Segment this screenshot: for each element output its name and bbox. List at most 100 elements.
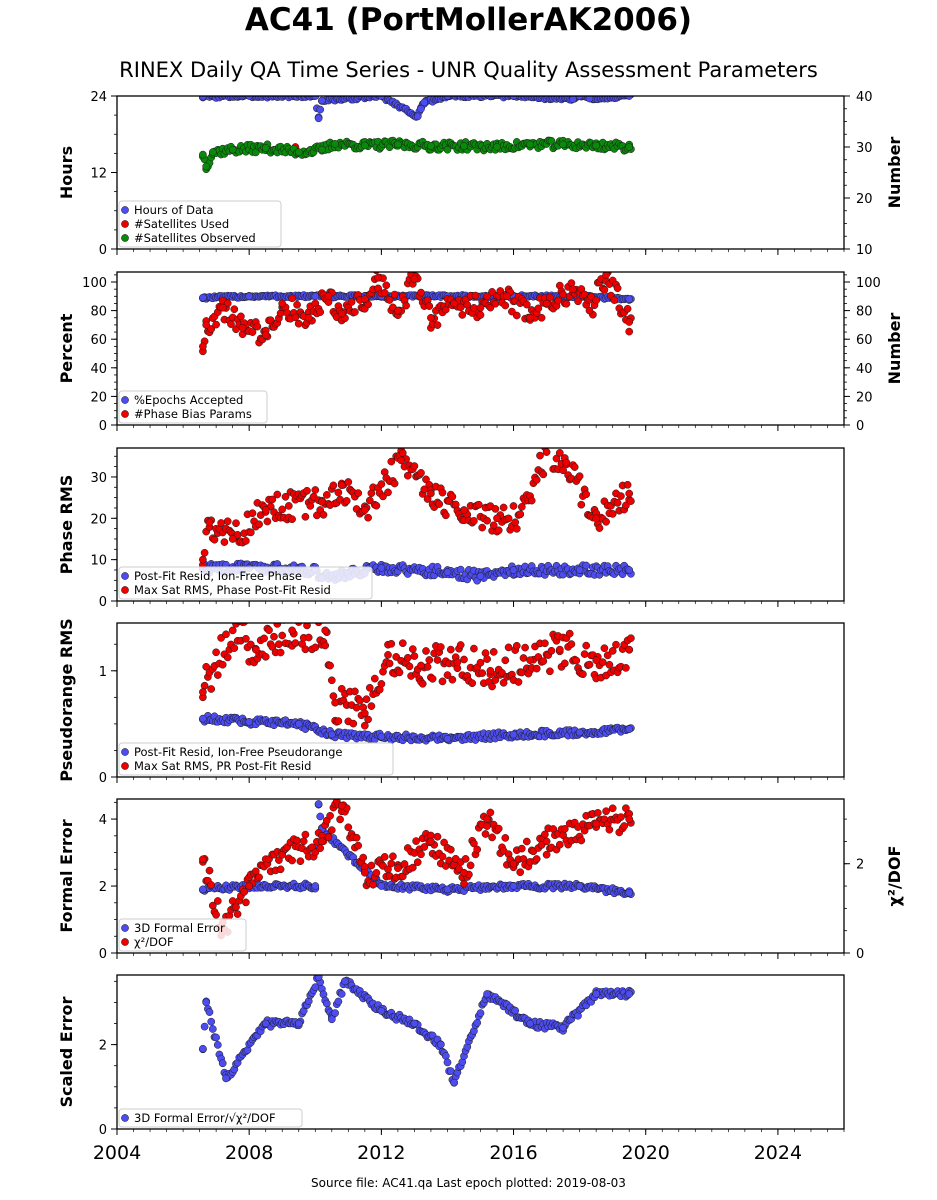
data-point xyxy=(202,162,211,171)
data-point xyxy=(592,990,601,998)
data-point xyxy=(483,990,491,998)
data-point xyxy=(364,715,372,724)
data-point xyxy=(394,306,402,315)
data-point xyxy=(263,517,272,526)
data-point xyxy=(390,479,399,488)
data-point xyxy=(503,292,511,301)
data-point xyxy=(625,318,634,326)
data-point xyxy=(377,564,386,572)
data-point xyxy=(385,296,394,304)
data-point xyxy=(413,858,422,867)
data-point xyxy=(446,845,455,854)
data-point xyxy=(223,517,232,526)
data-point xyxy=(200,681,209,690)
data-point xyxy=(575,728,584,737)
data-point xyxy=(351,308,359,316)
data-point xyxy=(443,734,452,743)
data-point xyxy=(471,291,480,300)
data-point xyxy=(494,824,503,833)
data-point xyxy=(456,641,465,649)
data-point xyxy=(327,676,336,685)
y2-tick-label: 0 xyxy=(856,419,864,434)
data-point xyxy=(617,492,625,500)
data-point xyxy=(559,290,567,299)
data-point xyxy=(314,800,323,808)
data-point xyxy=(205,1008,214,1016)
data-point xyxy=(575,882,584,890)
data-point xyxy=(489,521,498,530)
data-point xyxy=(546,667,554,676)
data-point xyxy=(403,471,412,480)
data-point xyxy=(199,855,207,864)
y2-tick-label: 60 xyxy=(856,333,873,348)
data-point xyxy=(617,813,625,821)
data-point xyxy=(453,658,462,667)
data-point xyxy=(382,281,391,290)
data-point xyxy=(273,490,282,499)
data-point xyxy=(548,440,555,447)
data-point xyxy=(377,882,386,890)
data-point xyxy=(318,837,326,846)
data-point xyxy=(316,812,325,821)
data-point xyxy=(473,845,482,854)
data-point xyxy=(304,313,313,322)
chart-title: AC41 (PortMollerAK2006) xyxy=(244,2,693,38)
y2-tick-label: 40 xyxy=(856,362,873,377)
data-point xyxy=(278,299,287,308)
panel-2-points xyxy=(199,272,635,356)
data-point xyxy=(441,511,450,520)
data-point xyxy=(443,671,452,679)
data-point xyxy=(294,623,303,626)
data-point xyxy=(428,674,437,683)
data-point xyxy=(229,614,236,621)
data-point xyxy=(598,658,607,667)
data-point xyxy=(232,519,240,528)
data-point xyxy=(199,293,207,302)
panel-6: 0 2 Scaled Error 3D Formal Error/√χ²/DOF xyxy=(57,974,845,1138)
data-point xyxy=(504,514,513,523)
legend-label: #Satellites Observed xyxy=(134,231,256,245)
data-point xyxy=(341,977,349,986)
data-point xyxy=(284,615,291,622)
data-point xyxy=(365,496,374,505)
data-point xyxy=(400,860,409,868)
y2-tick-label: 20 xyxy=(856,192,873,207)
data-point xyxy=(394,864,402,873)
data-point xyxy=(501,834,510,842)
data-point xyxy=(301,512,310,521)
y2-tick-label: 30 xyxy=(856,141,873,156)
data-point xyxy=(360,709,369,718)
y2-axis-label: χ²/DOF xyxy=(885,846,904,907)
data-point xyxy=(499,503,508,512)
data-point xyxy=(569,285,577,294)
data-point xyxy=(527,496,536,505)
data-point xyxy=(476,572,485,581)
data-point xyxy=(327,730,336,739)
data-point xyxy=(545,436,552,443)
data-point xyxy=(207,1017,216,1026)
data-point xyxy=(443,568,452,576)
data-point xyxy=(200,1022,209,1031)
data-point xyxy=(476,658,485,667)
data-point xyxy=(344,823,353,832)
data-point xyxy=(218,660,227,669)
data-point xyxy=(526,656,534,665)
data-point xyxy=(592,514,601,523)
data-point xyxy=(230,644,239,652)
data-point xyxy=(398,639,407,648)
data-point xyxy=(473,1018,482,1027)
data-point xyxy=(349,719,358,728)
data-point xyxy=(228,535,237,543)
data-point xyxy=(297,613,304,620)
data-point xyxy=(623,480,632,489)
data-point xyxy=(208,148,217,156)
data-point xyxy=(278,631,287,640)
data-point xyxy=(408,863,417,872)
data-point xyxy=(199,714,207,723)
data-point xyxy=(610,296,619,304)
data-point xyxy=(536,451,544,460)
data-point xyxy=(422,647,430,655)
data-point xyxy=(577,500,586,509)
data-point xyxy=(246,640,255,649)
